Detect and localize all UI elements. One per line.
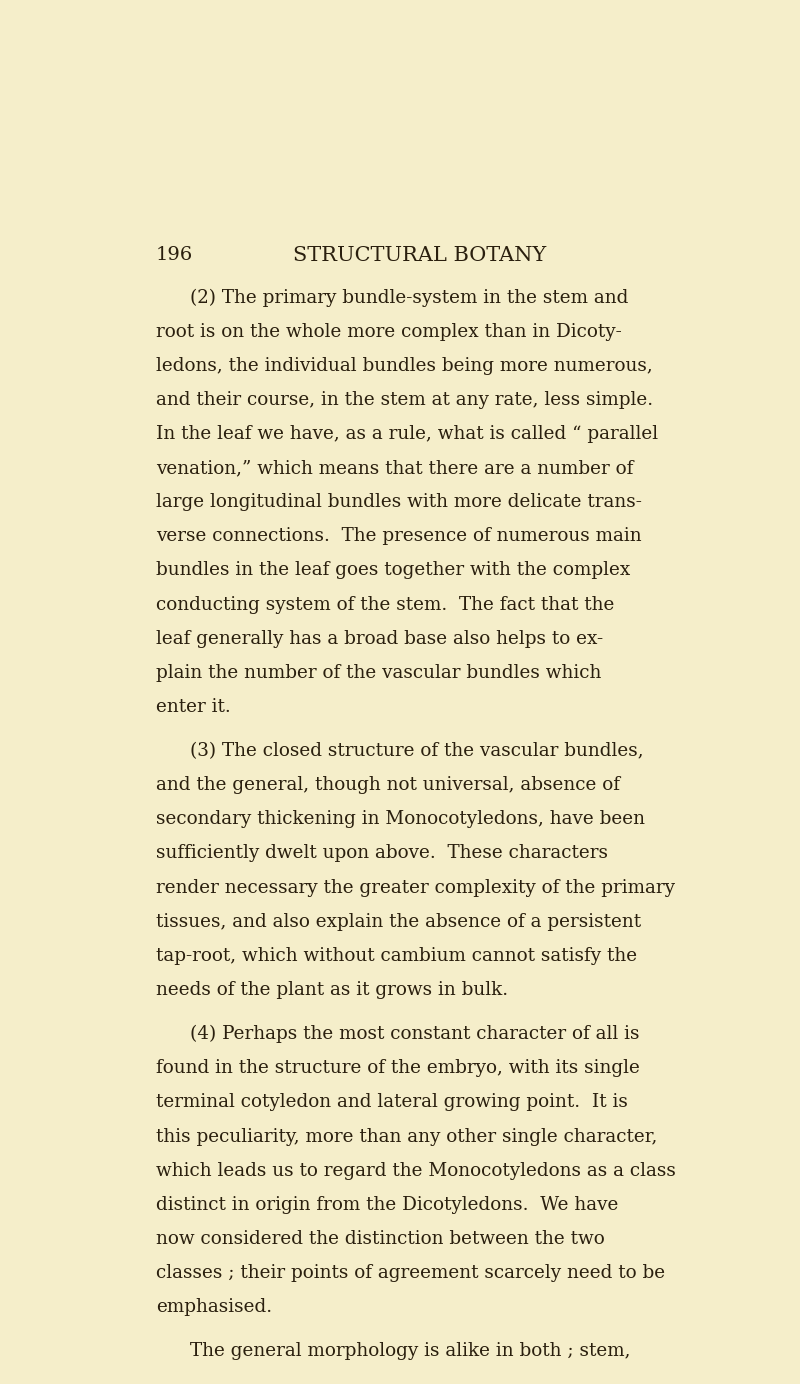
Text: classes ; their points of agreement scarcely need to be: classes ; their points of agreement scar… <box>156 1264 665 1282</box>
Text: root is on the whole more complex than in Dicoty-: root is on the whole more complex than i… <box>156 322 622 340</box>
Text: found in the structure of the embryo, with its single: found in the structure of the embryo, wi… <box>156 1059 640 1077</box>
Text: verse connections.  The presence of numerous main: verse connections. The presence of numer… <box>156 527 642 545</box>
Text: which leads us to regard the Monocotyledons as a class: which leads us to regard the Monocotyled… <box>156 1161 676 1179</box>
Text: (4) Perhaps the most constant character of all is: (4) Perhaps the most constant character … <box>190 1026 639 1044</box>
Text: plain the number of the vascular bundles which: plain the number of the vascular bundles… <box>156 664 601 682</box>
Text: and the general, though not universal, absence of: and the general, though not universal, a… <box>156 776 620 794</box>
Text: bundles in the leaf goes together with the complex: bundles in the leaf goes together with t… <box>156 562 630 580</box>
Text: The general morphology is alike in both ; stem,: The general morphology is alike in both … <box>190 1342 630 1360</box>
Text: enter it.: enter it. <box>156 698 230 716</box>
Text: tissues, and also explain the absence of a persistent: tissues, and also explain the absence of… <box>156 912 641 930</box>
Text: STRUCTURAL BOTANY: STRUCTURAL BOTANY <box>293 246 546 264</box>
Text: emphasised.: emphasised. <box>156 1298 272 1316</box>
Text: ledons, the individual bundles being more numerous,: ledons, the individual bundles being mor… <box>156 357 653 375</box>
Text: needs of the plant as it grows in bulk.: needs of the plant as it grows in bulk. <box>156 981 508 999</box>
Text: now considered the distinction between the two: now considered the distinction between t… <box>156 1230 605 1248</box>
Text: (3) The closed structure of the vascular bundles,: (3) The closed structure of the vascular… <box>190 742 643 760</box>
Text: and their course, in the stem at any rate, less simple.: and their course, in the stem at any rat… <box>156 390 653 408</box>
Text: distinct in origin from the Dicotyledons.  We have: distinct in origin from the Dicotyledons… <box>156 1196 618 1214</box>
Text: (2) The primary bundle-system in the stem and: (2) The primary bundle-system in the ste… <box>190 289 628 307</box>
Text: this peculiarity, more than any other single character,: this peculiarity, more than any other si… <box>156 1128 657 1146</box>
Text: render necessary the greater complexity of the primary: render necessary the greater complexity … <box>156 879 674 897</box>
Text: venation,” which means that there are a number of: venation,” which means that there are a … <box>156 459 633 477</box>
Text: sufficiently dwelt upon above.  These characters: sufficiently dwelt upon above. These cha… <box>156 844 608 862</box>
Text: 196: 196 <box>156 246 193 264</box>
Text: In the leaf we have, as a rule, what is called “ parallel: In the leaf we have, as a rule, what is … <box>156 425 658 443</box>
Text: tap-root, which without cambium cannot satisfy the: tap-root, which without cambium cannot s… <box>156 947 637 965</box>
Text: large longitudinal bundles with more delicate trans-: large longitudinal bundles with more del… <box>156 493 642 511</box>
Text: secondary thickening in Monocotyledons, have been: secondary thickening in Monocotyledons, … <box>156 811 645 829</box>
Text: conducting system of the stem.  The fact that the: conducting system of the stem. The fact … <box>156 595 614 613</box>
Text: terminal cotyledon and lateral growing point.  It is: terminal cotyledon and lateral growing p… <box>156 1093 628 1111</box>
Text: leaf generally has a broad base also helps to ex-: leaf generally has a broad base also hel… <box>156 630 603 648</box>
